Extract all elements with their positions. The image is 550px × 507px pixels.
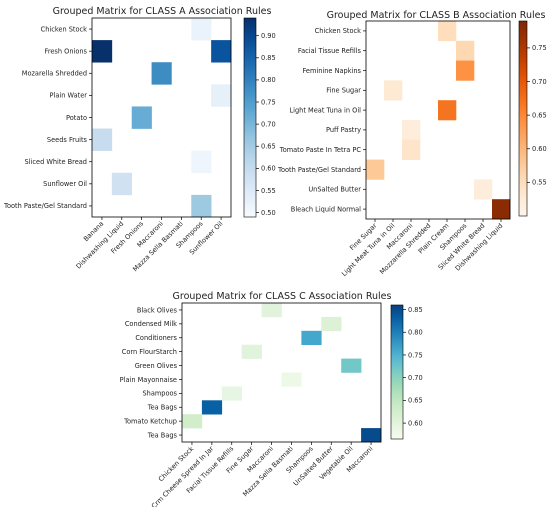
y-tick-label-tooth-paste-gel-standard: Tooth Paste/Gel Standard (3, 202, 87, 210)
heatmap-cell (211, 40, 232, 63)
y-tick-label-unsalted-butter: UnSalted Butter (308, 186, 361, 194)
heatmap-cell (281, 372, 302, 387)
y-tick-label-feminine-napkins: Feminine Napkins (302, 67, 361, 75)
heatmap-cell (366, 159, 385, 180)
colorbar-tick-label: 0.60 (408, 419, 423, 427)
colorbar (518, 20, 528, 217)
heatmap-cell (111, 172, 133, 196)
y-tick-label-chicken-stock: Chicken Stock (315, 27, 362, 35)
colorbar-tick-label: 0.80 (408, 329, 423, 337)
colorbar-tick-label: 0.65 (532, 111, 547, 119)
y-tick-label-chicken-stock: Chicken Stock (41, 25, 88, 33)
heatmap-cell (361, 428, 382, 443)
colorbar-tick-label: 0.65 (408, 397, 423, 405)
heatmap-cell (402, 139, 421, 160)
heatmap-cell (402, 120, 421, 141)
heatmap-cell (191, 18, 212, 41)
y-tick-label-black-olives: Black Olives (137, 306, 178, 314)
chart-title: Grouped Matrix for CLASS C Association R… (173, 291, 392, 302)
y-tick-label-tomato-ketchup: Tomato Ketchup (123, 417, 177, 425)
colorbar-tick-label: 0.85 (261, 54, 276, 62)
colorbar-tick-label: 0.70 (532, 78, 547, 86)
heatmap-cell (384, 80, 403, 101)
colorbar-tick-label: 0.70 (408, 374, 423, 382)
colorbar (243, 17, 257, 218)
y-tick-label-shampoos: Shampoos (142, 390, 177, 398)
colorbar-tick-label: 0.65 (261, 143, 276, 151)
heatmap-cell (261, 303, 282, 318)
colorbar-tick-label: 0.75 (532, 44, 547, 52)
heatmap-cell (131, 106, 152, 129)
y-tick-label-sunflower-oil: Sunflower Oil (43, 180, 87, 188)
colorbar-tick-label: 0.70 (261, 120, 276, 128)
y-tick-label-sliced-white-bread: Sliced White Bread (25, 158, 87, 166)
colorbar-tick-label: 0.80 (261, 76, 276, 84)
y-tick-label-tea-bags: Tea Bags (147, 404, 178, 412)
y-tick-label-facial-tissue-refills: Facial Tissue Refills (298, 47, 362, 55)
colorbar-tick-label: 0.85 (408, 306, 423, 314)
heatmap-cell (438, 100, 457, 121)
y-tick-label-condensed-milk: Condensed Milk (125, 320, 177, 328)
y-tick-label-fine-sugar: Fine Sugar (326, 87, 361, 95)
class-b-heatmap: Grouped Matrix for CLASS B Association R… (277, 10, 547, 278)
chart-title: Grouped Matrix for CLASS B Association R… (327, 10, 546, 21)
y-tick-label-tomato-paste-in-tetra-pc: Tomato Paste In Tetra PC (279, 146, 362, 154)
class-a-heatmap: Grouped Matrix for CLASS A Association R… (3, 6, 276, 273)
plot-frame (181, 302, 382, 443)
y-tick-label-green-olives: Green Olives (135, 362, 178, 370)
heatmap-cell (301, 330, 322, 345)
plot-frame (365, 20, 511, 220)
y-tick-label-fresh-onions: Fresh Onions (45, 47, 88, 55)
heatmap-cell (201, 400, 223, 415)
y-tick-label-mozarella-shredded: Mozarella Shredded (22, 70, 87, 78)
class-c-heatmap: Grouped Matrix for CLASS C Association R… (120, 291, 423, 507)
heatmap-cell (456, 40, 475, 61)
colorbar-tick-label: 0.75 (261, 98, 276, 106)
heatmap-cell (211, 84, 232, 107)
heatmap-cell (151, 62, 172, 85)
y-tick-label-plain-mayonnaise: Plain Mayonnaise (120, 376, 177, 384)
y-tick-label-tooth-paste-gel-standard: Tooth Paste/Gel Standard (277, 166, 361, 174)
heatmap-cell (492, 199, 511, 220)
colorbar-tick-label: 0.55 (532, 179, 547, 187)
heatmap-cell (191, 150, 212, 174)
heatmap-cell (241, 344, 262, 359)
heatmap-cell (474, 179, 493, 200)
chart-title: Grouped Matrix for CLASS A Association R… (53, 6, 272, 17)
y-tick-label-puff-pastry: Puff Pastry (326, 126, 361, 134)
heatmap-cell (321, 316, 342, 332)
colorbar-tick-label: 0.75 (408, 351, 423, 359)
heatmap-cell (438, 21, 457, 42)
y-tick-label-corn-flourstarch: Corn FlourStarch (122, 348, 177, 356)
y-tick-label-bleach-liquid-normal: Bleach Liquid Normal (291, 205, 361, 213)
colorbar-tick-label: 0.90 (261, 32, 276, 40)
heatmap-cell (182, 414, 203, 429)
y-tick-label-conditioners: Conditioners (135, 334, 177, 342)
heatmap-cell (456, 60, 475, 81)
colorbar-tick-label: 0.55 (261, 187, 276, 195)
colorbar-tick-label: 0.60 (532, 145, 547, 153)
y-tick-label-seeds-fruits: Seeds Fruits (47, 136, 88, 144)
heatmap-cell (92, 40, 113, 63)
heatmap-cell (191, 194, 212, 218)
colorbar-tick-label: 0.60 (261, 165, 276, 173)
y-tick-label-plain-water: Plain Water (50, 92, 88, 100)
heatmap-cell (341, 358, 362, 373)
heatmap-cell (92, 128, 113, 151)
colorbar (390, 304, 404, 440)
heatmap-cell (221, 386, 242, 401)
y-tick-label-tea-bags: Tea Bags (147, 431, 178, 439)
y-tick-label-light-meat-tuna-in-oil: Light Meat Tuna in Oil (289, 106, 361, 114)
y-tick-label-potato: Potato (66, 114, 87, 122)
colorbar-tick-label: 0.50 (261, 209, 276, 217)
